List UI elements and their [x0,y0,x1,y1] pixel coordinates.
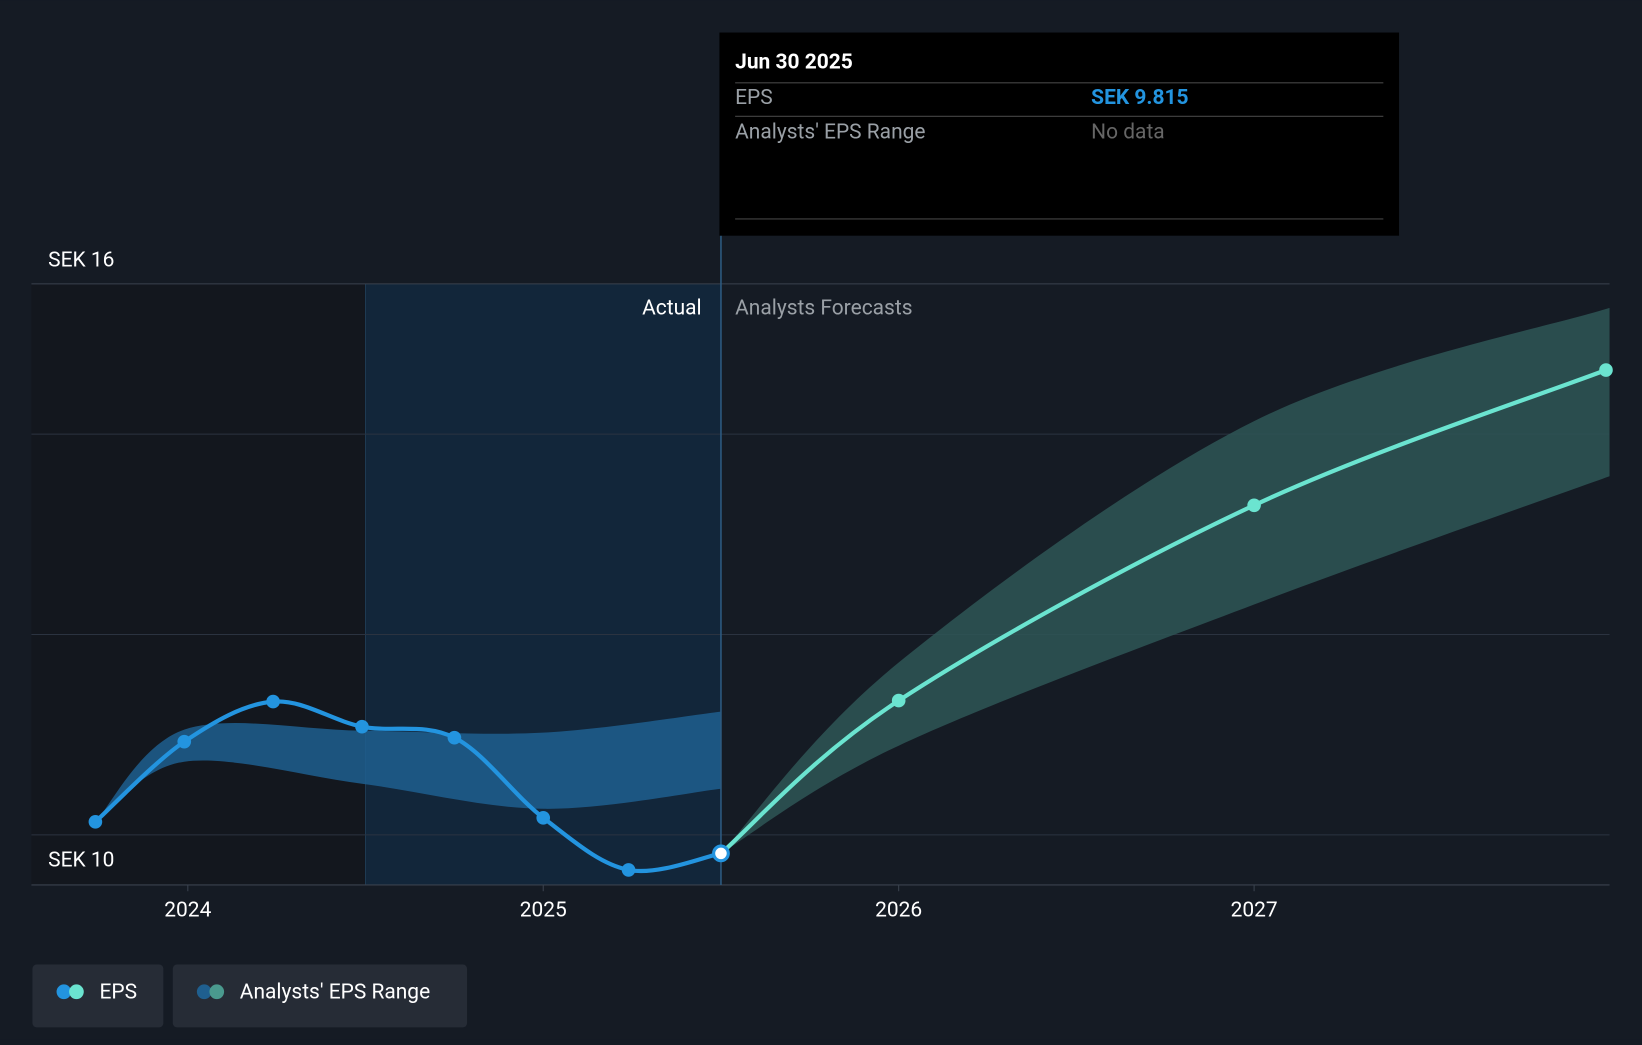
eps-point [88,815,103,829]
eps-point [447,730,462,745]
legend-button[interactable] [32,964,164,1028]
tooltip-value: SEK 9.815 [1091,86,1188,110]
region-label: Actual [642,297,702,321]
tooltip-box [719,32,1400,236]
eps-point [621,863,636,877]
eps-point [177,734,192,749]
eps-line [719,368,1607,855]
legend: EPS Analysts' EPS Range [32,964,468,1028]
tooltip-title: Jun 30 2025 [735,50,853,74]
legend-swatch [209,984,225,1000]
x-tick-label: 2025 [520,899,567,923]
legend-swatch [56,984,72,1000]
x-tick-label: 2027 [1231,899,1278,923]
plot: 2024 2025 2026 2027 [31,235,1613,923]
legend-item[interactable]: Analysts' EPS Range [172,964,468,1028]
tooltip: Jun 30 2025 EPS SEK 9.815 Analysts' EPS … [719,32,1400,236]
tooltip-label: Analysts' EPS Range [735,121,925,145]
tooltip-value: No data [1091,121,1165,145]
eps-point [536,811,551,825]
range-band [95,711,721,822]
legend-swatch [196,984,212,1000]
x-tick-label: 2024 [164,899,211,923]
x-tick-label: 2026 [875,899,922,923]
eps-point [712,844,730,863]
legend-label: Analysts' EPS Range [240,980,430,1004]
forecast-point [1599,363,1613,377]
tooltip-label: EPS [735,86,773,110]
eps-line [93,699,722,874]
y-axis-bottom-label: SEK 10 [48,848,114,872]
legend-label: EPS [99,980,137,1004]
forecast-point [1247,498,1261,513]
legend-button[interactable] [172,964,468,1028]
eps-point [266,694,280,709]
past-region [31,283,366,885]
y-axis-top-label: SEK 16 [48,248,114,272]
legend-swatch [69,984,84,1000]
eps-point [355,719,369,734]
legend-item[interactable]: EPS [32,964,164,1028]
region-label: Analysts Forecasts [735,297,912,321]
range-band [720,307,1610,854]
forecast-point [891,693,906,708]
